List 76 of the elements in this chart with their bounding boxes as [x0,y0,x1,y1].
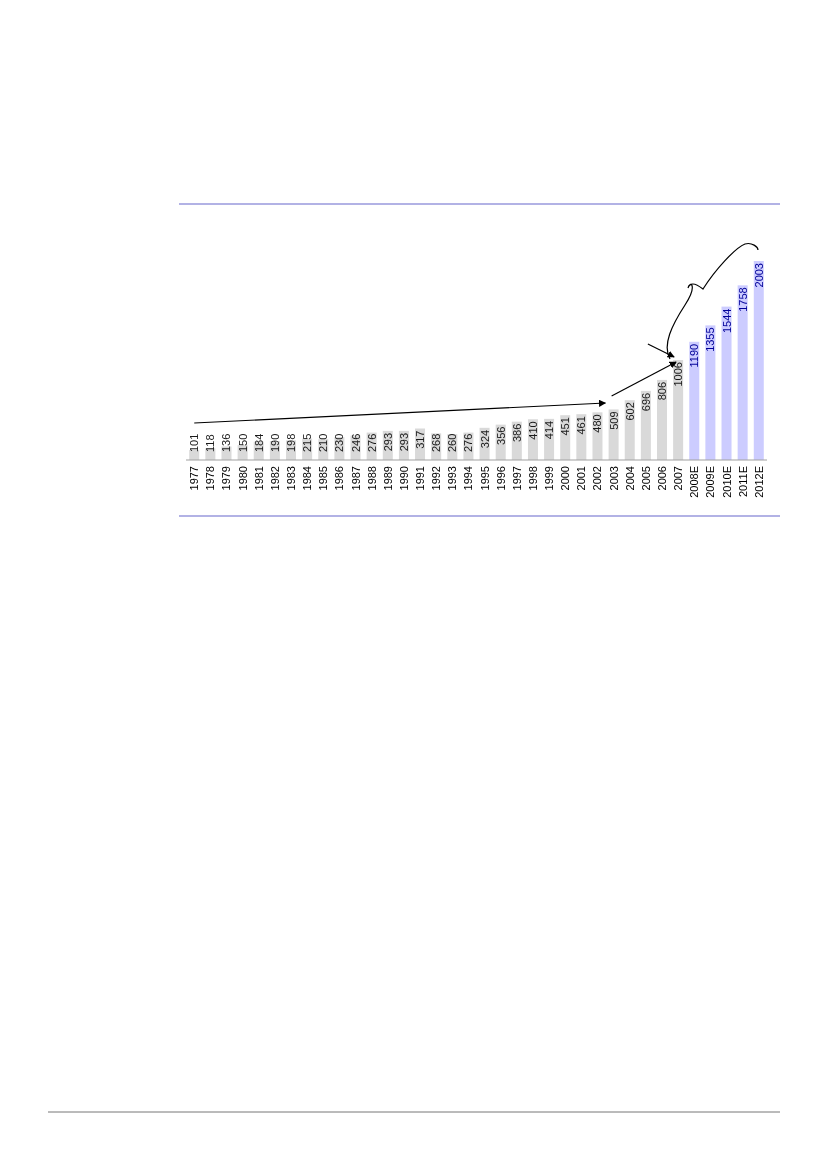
x-tick-label: 1996 [494,466,507,491]
data-label: 806 [655,381,668,401]
data-label: 230 [333,433,346,452]
data-label: 118 [204,434,217,452]
x-tick-label: 1987 [349,466,362,491]
data-label: 324 [478,429,491,449]
x-tick-label: 2001 [575,466,588,491]
x-tick-label: 2009E [704,466,717,498]
data-label: 190 [268,433,281,452]
x-tick-label: 2011E [736,466,749,497]
data-label: 356 [494,426,507,445]
x-tick-label: 1999 [543,466,556,491]
x-tick-label: 1984 [301,466,314,491]
x-tick-label: 2012E [752,466,765,498]
x-tick-label: 1994 [462,466,475,491]
x-tick-label: 1995 [478,466,491,491]
data-label: 293 [381,432,394,452]
data-label: 1544 [720,308,733,334]
bar [737,285,748,460]
x-tick-label: 2002 [591,466,604,491]
x-tick-label: 1991 [414,466,427,491]
x-tick-label: 2004 [623,466,636,491]
data-label: 184 [252,433,265,452]
data-label: 101 [188,433,201,452]
data-label: 268 [430,433,443,452]
bar [705,325,716,460]
x-tick-label: 1998 [526,466,539,491]
x-tick-label: 1986 [333,466,346,491]
x-tick-label: 1990 [397,466,410,491]
data-label: 215 [301,433,314,452]
data-label: 317 [414,430,427,449]
data-label: 696 [639,392,652,412]
x-tick-label: 1978 [204,466,217,491]
data-label: 198 [285,433,298,452]
x-tick-label: 1982 [268,466,281,491]
data-label: 1190 [688,343,701,368]
data-label: 461 [575,416,588,435]
x-tick-label: 1977 [188,466,201,491]
data-label: 150 [236,433,249,452]
data-label: 1758 [736,287,749,312]
data-label: 276 [462,433,475,452]
x-tick-label: 1979 [220,466,233,491]
x-tick-label: 2008E [688,466,701,498]
data-label: 210 [317,433,330,452]
data-label: 414 [543,420,556,440]
data-label: 246 [349,433,362,452]
data-label: 293 [397,432,410,452]
x-tick-label: 2005 [639,466,652,491]
x-tick-label: 2010E [720,466,733,498]
x-tick-label: 1997 [510,466,523,491]
x-tick-label: 1985 [317,466,330,491]
x-tick-label: 2003 [607,466,620,491]
x-tick-label: 2000 [559,466,572,491]
bar [721,306,732,460]
x-tick-label: 1989 [381,466,394,491]
x-tick-label: 1993 [446,466,459,491]
data-label: 509 [607,411,620,430]
x-tick-label: 1992 [430,466,443,491]
x-tick-label: 2006 [655,466,668,491]
x-tick-label: 1980 [236,466,249,491]
bar [753,261,764,460]
data-label: 1006 [672,362,685,387]
x-tick-label: 2007 [672,466,685,491]
x-tick-label: 1981 [252,466,265,491]
data-label: 602 [623,402,636,421]
x-tick-label: 1988 [365,466,378,491]
data-label: 1355 [704,327,717,352]
data-label: 2003 [752,263,765,288]
data-label: 451 [559,417,572,436]
data-label: 276 [365,433,378,452]
data-label: 386 [510,423,523,443]
data-label: 260 [446,433,459,452]
x-tick-label: 1983 [285,466,298,491]
data-label: 480 [591,414,604,433]
data-label: 136 [220,433,233,452]
data-label: 410 [526,421,539,440]
